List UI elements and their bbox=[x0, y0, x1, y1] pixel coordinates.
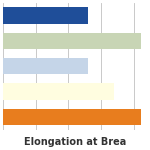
Bar bbox=[3, 109, 141, 125]
Bar bbox=[3, 83, 114, 100]
Bar bbox=[3, 7, 88, 24]
Bar bbox=[3, 58, 88, 74]
Bar bbox=[3, 33, 141, 49]
X-axis label: Elongation at Brea: Elongation at Brea bbox=[24, 137, 126, 147]
